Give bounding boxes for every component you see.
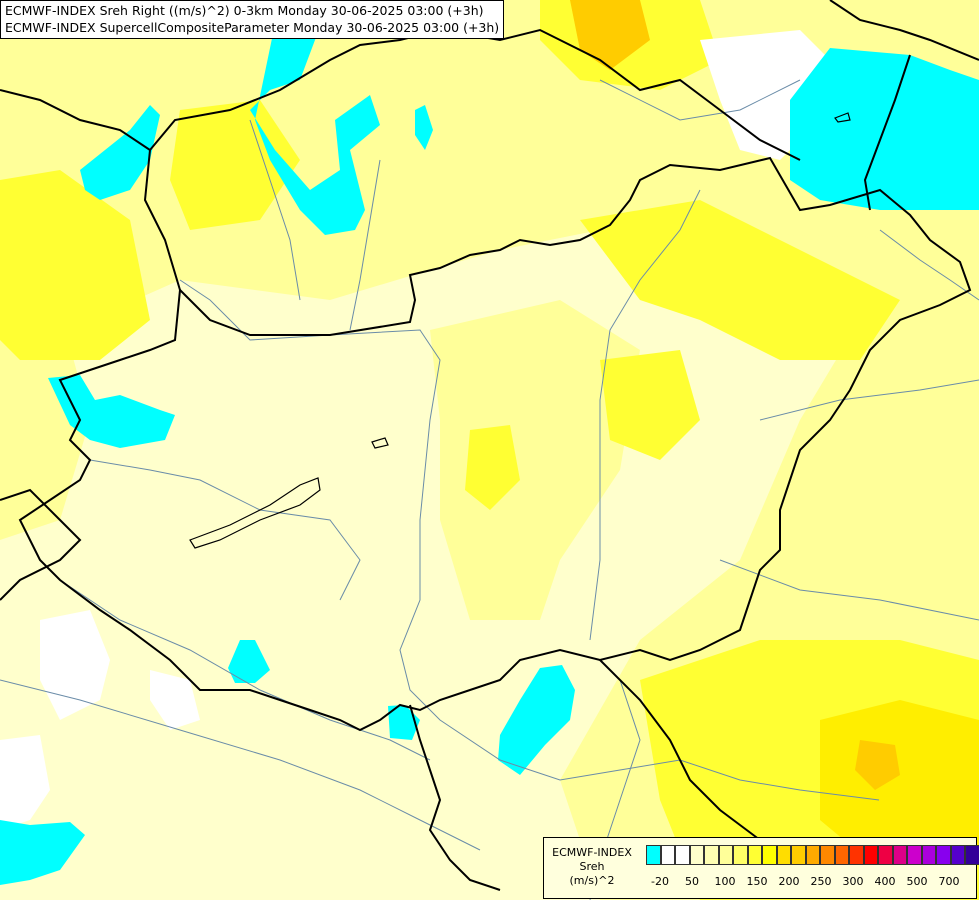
legend-swatch bbox=[646, 845, 661, 865]
cyan-region-southwest bbox=[228, 640, 270, 683]
river-tisza bbox=[589, 189, 701, 641]
river-somes bbox=[759, 379, 979, 421]
map-title-box: ECMWF-INDEX Sreh Right ((m/s)^2) 0-3km M… bbox=[0, 0, 505, 39]
legend-swatch bbox=[733, 845, 748, 865]
legend-swatch bbox=[820, 845, 835, 865]
river-mures bbox=[719, 559, 979, 621]
white-region-bottom-left bbox=[0, 735, 50, 830]
yellow-region-west bbox=[0, 170, 150, 360]
legend-swatch bbox=[878, 845, 893, 865]
colorbar-legend: ECMWF-INDEX Sreh (m/s)^2 -20 50 100 150 200 2… bbox=[543, 837, 979, 899]
legend-tick-label: 250 bbox=[810, 875, 832, 888]
legend-tick-label: 400 bbox=[874, 875, 896, 888]
lake-layer bbox=[189, 112, 851, 549]
cyan-region-west bbox=[48, 375, 175, 448]
lake-balaton bbox=[189, 477, 321, 549]
legend-title: ECMWF-INDEX Sreh (m/s)^2 bbox=[548, 846, 636, 888]
legend-title-line-1: ECMWF-INDEX bbox=[552, 846, 632, 859]
lake-north bbox=[834, 112, 851, 123]
legend-swatch bbox=[791, 845, 806, 865]
legend-swatch bbox=[805, 845, 820, 865]
legend-title-line-2: Sreh bbox=[579, 860, 605, 873]
gold-region-southeast bbox=[855, 740, 900, 790]
legend-tick-label: 300 bbox=[842, 875, 864, 888]
map-title-line-2: ECMWF-INDEX SupercellCompositeParameter … bbox=[5, 20, 500, 35]
border-austria-czech bbox=[0, 89, 181, 291]
border-hungary bbox=[18, 156, 972, 732]
cyan-region-bottom-left bbox=[0, 820, 85, 885]
legend-tick-label: 700 bbox=[938, 875, 960, 888]
border-slovenia bbox=[0, 488, 82, 601]
legend-swatch bbox=[950, 845, 965, 865]
legend-swatch bbox=[718, 845, 733, 865]
white-region-south-west bbox=[150, 670, 200, 730]
legend-swatch bbox=[907, 845, 922, 865]
legend-tick-label: 150 bbox=[746, 875, 768, 888]
lake-velence bbox=[371, 437, 389, 449]
yellow-region-east-1 bbox=[580, 200, 900, 360]
border-serbia-romania bbox=[599, 659, 761, 841]
legend-swatch bbox=[936, 845, 951, 865]
river-vistula bbox=[599, 79, 801, 121]
river-dnister bbox=[879, 229, 979, 301]
legend-swatch bbox=[863, 845, 878, 865]
light-yellow-region-center bbox=[430, 300, 640, 620]
legend-tick-label: -20 bbox=[651, 875, 669, 888]
river-hron bbox=[349, 159, 381, 331]
legend-swatch bbox=[747, 845, 762, 865]
legend-tick-label: 200 bbox=[778, 875, 800, 888]
legend-swatch bbox=[660, 845, 675, 865]
cyan-region-northwest bbox=[80, 105, 160, 200]
legend-title-line-3: (m/s)^2 bbox=[569, 874, 615, 887]
white-region-southwest bbox=[40, 610, 110, 720]
legend-swatch bbox=[689, 845, 704, 865]
legend-swatch bbox=[762, 845, 777, 865]
river-sava bbox=[0, 679, 481, 851]
legend-tick-label: 100 bbox=[714, 875, 736, 888]
legend-swatch bbox=[675, 845, 690, 865]
legend-swatch bbox=[965, 845, 979, 865]
legend-swatch bbox=[892, 845, 907, 865]
border-croatia-serbia bbox=[409, 704, 501, 891]
yellow-region-east-2 bbox=[600, 350, 700, 460]
yellow-region-center-spot bbox=[465, 425, 520, 510]
yellow-region-north-center bbox=[170, 100, 300, 230]
river-vah bbox=[249, 119, 301, 301]
legend-swatch bbox=[776, 845, 791, 865]
legend-swatch bbox=[849, 845, 864, 865]
border-romania-ukraine bbox=[863, 54, 911, 211]
legend-swatch bbox=[704, 845, 719, 865]
gold-region-north bbox=[570, 0, 650, 70]
cyan-region-north-2 bbox=[415, 105, 433, 150]
cyan-region-south bbox=[498, 665, 575, 775]
legend-tick-label: 50 bbox=[685, 875, 699, 888]
border-north-east-corner bbox=[829, 0, 979, 61]
cyan-region-north-1 bbox=[250, 0, 380, 235]
legend-swatch bbox=[834, 845, 849, 865]
legend-swatch bbox=[921, 845, 936, 865]
river-drava bbox=[59, 579, 431, 761]
map-title-line-1: ECMWF-INDEX Sreh Right ((m/s)^2) 0-3km M… bbox=[5, 3, 484, 18]
legend-tick-label: 500 bbox=[906, 875, 928, 888]
